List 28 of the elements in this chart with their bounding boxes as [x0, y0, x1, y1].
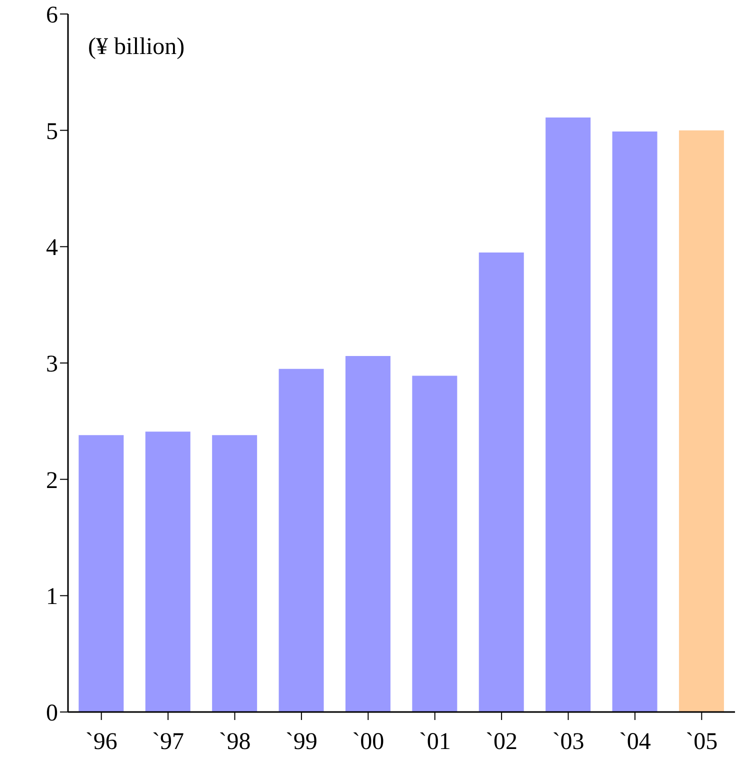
x-tick-label: `96 [85, 729, 118, 756]
x-tick-label: `03 [552, 729, 584, 756]
x-tick-label: `98 [218, 729, 251, 756]
y-tick-label: 5 [46, 118, 58, 145]
bar [412, 376, 458, 712]
x-tick-label: `99 [285, 729, 318, 756]
y-tick-label: 6 [46, 2, 58, 29]
y-tick-label: 2 [46, 468, 58, 494]
x-tick-label: `00 [352, 729, 384, 756]
x-tick-label: `04 [618, 729, 651, 756]
bar [278, 368, 324, 712]
bar [212, 435, 258, 712]
x-tick-label: `02 [486, 729, 518, 756]
y-tick-label: 1 [46, 584, 58, 610]
bar [478, 252, 524, 712]
bar [145, 432, 190, 712]
x-tick-label: `97 [152, 729, 184, 756]
bar [78, 435, 124, 712]
x-tick-label: `05 [686, 729, 718, 756]
bar [678, 130, 724, 712]
bar [612, 131, 658, 712]
y-tick-label: 4 [46, 235, 58, 262]
y-tick-label: 3 [46, 352, 58, 378]
y-tick-label: 0 [46, 700, 58, 727]
bar [345, 356, 390, 712]
y-axis-title: (¥ billion) [88, 34, 185, 61]
x-tick-label: `01 [418, 729, 451, 756]
bar [546, 118, 591, 712]
